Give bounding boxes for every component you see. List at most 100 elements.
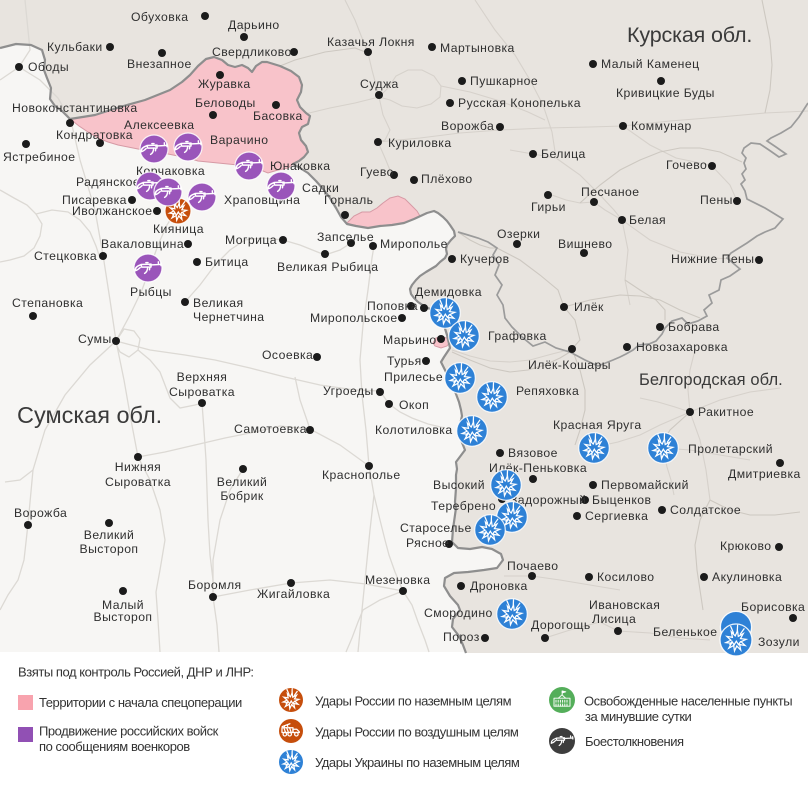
svg-text:Ворожба: Ворожба bbox=[441, 119, 494, 133]
svg-text:Гуево: Гуево bbox=[360, 165, 394, 179]
svg-text:Пены: Пены bbox=[700, 193, 733, 207]
svg-text:Задорожный: Задорожный bbox=[510, 493, 586, 507]
svg-text:Первомайский: Первомайский bbox=[601, 478, 689, 492]
svg-text:Алексеевка: Алексеевка bbox=[124, 118, 195, 132]
svg-text:Красная Яруга: Красная Яруга bbox=[553, 418, 642, 432]
svg-text:Радянское: Радянское bbox=[76, 175, 140, 189]
svg-text:Сыроватка: Сыроватка bbox=[105, 475, 171, 489]
svg-text:Бобрик: Бобрик bbox=[220, 489, 264, 503]
svg-text:Сергиевка: Сергиевка bbox=[585, 509, 648, 523]
svg-text:Сумская обл.: Сумская обл. bbox=[17, 402, 162, 428]
svg-text:Дроновка: Дроновка bbox=[470, 579, 528, 593]
svg-text:Акулиновка: Акулиновка bbox=[712, 570, 782, 584]
svg-text:Удары России по воздушным целя: Удары России по воздушным целям bbox=[315, 725, 519, 740]
svg-text:Гочево: Гочево bbox=[666, 158, 707, 172]
svg-text:Плёхово: Плёхово bbox=[421, 172, 473, 186]
svg-text:Теребрено: Теребрено bbox=[431, 499, 496, 513]
svg-text:Новозахаровка: Новозахаровка bbox=[636, 340, 728, 354]
svg-text:Рясное: Рясное bbox=[406, 536, 449, 550]
svg-text:Коммунар: Коммунар bbox=[631, 119, 692, 133]
svg-text:Песчаное: Песчаное bbox=[581, 185, 640, 199]
svg-text:Белица: Белица bbox=[541, 147, 586, 161]
svg-text:Кривицкие Буды: Кривицкие Буды bbox=[616, 86, 715, 100]
svg-text:Смородино: Смородино bbox=[424, 606, 493, 620]
svg-text:Крюково: Крюково bbox=[720, 539, 772, 553]
svg-text:Свердликово: Свердликово bbox=[212, 45, 292, 59]
svg-text:Краснополье: Краснополье bbox=[322, 468, 401, 482]
svg-text:Мезеновка: Мезеновка bbox=[365, 573, 430, 587]
svg-text:Писаревка: Писаревка bbox=[62, 193, 127, 207]
svg-text:Великий: Великий bbox=[217, 475, 268, 489]
svg-text:Сумы: Сумы bbox=[78, 332, 112, 346]
svg-text:Территории с начала спецоперац: Территории с начала спецоперации bbox=[39, 695, 242, 710]
svg-text:Казачья Локня: Казачья Локня bbox=[327, 35, 415, 49]
svg-text:Графовка: Графовка bbox=[488, 329, 547, 343]
svg-text:Обуховка: Обуховка bbox=[131, 10, 188, 24]
svg-text:Садки: Садки bbox=[302, 181, 339, 195]
svg-text:Нижние Пены: Нижние Пены bbox=[671, 252, 754, 266]
svg-text:Колотиловка: Колотиловка bbox=[375, 423, 453, 437]
svg-text:Малый Каменец: Малый Каменец bbox=[601, 57, 700, 71]
svg-text:Староселье: Староселье bbox=[400, 521, 472, 535]
svg-text:Белгородская обл.: Белгородская обл. bbox=[639, 371, 783, 389]
svg-text:Кияница: Кияница bbox=[153, 222, 204, 236]
svg-text:Варачино: Варачино bbox=[210, 133, 268, 147]
svg-text:Зозули: Зозули bbox=[758, 635, 800, 649]
svg-text:Боестолкновения: Боестолкновения bbox=[585, 734, 684, 749]
svg-text:Иволжанское: Иволжанское bbox=[72, 204, 152, 218]
svg-text:Поповка: Поповка bbox=[367, 299, 418, 313]
svg-text:Быценков: Быценков bbox=[592, 493, 651, 507]
svg-text:Илёк: Илёк bbox=[574, 300, 604, 314]
svg-text:Солдатское: Солдатское bbox=[670, 503, 741, 517]
svg-text:Сыроватка: Сыроватка bbox=[169, 385, 235, 399]
svg-text:Мартыновка: Мартыновка bbox=[440, 41, 515, 55]
svg-text:Басовка: Басовка bbox=[253, 109, 303, 123]
svg-text:Угроеды: Угроеды bbox=[323, 384, 374, 398]
svg-text:по сообщениям военкоров: по сообщениям военкоров bbox=[39, 739, 190, 754]
svg-text:Стецковка: Стецковка bbox=[34, 249, 97, 263]
svg-text:Осоевка: Осоевка bbox=[262, 348, 313, 362]
svg-text:Вакаловщина: Вакаловщина bbox=[101, 237, 184, 251]
svg-text:Вязовое: Вязовое bbox=[508, 446, 558, 460]
svg-text:Степановка: Степановка bbox=[12, 296, 83, 310]
svg-text:Дорогощь: Дорогощь bbox=[531, 618, 591, 632]
svg-text:Пороз: Пороз bbox=[443, 630, 480, 644]
svg-text:Миропольское: Миропольское bbox=[310, 311, 398, 325]
svg-text:Ивановская: Ивановская bbox=[589, 598, 660, 612]
svg-text:Рыбцы: Рыбцы bbox=[130, 285, 172, 299]
svg-text:Новоконстантиновка: Новоконстантиновка bbox=[12, 101, 138, 115]
svg-text:Кучеров: Кучеров bbox=[460, 252, 510, 266]
svg-text:Репяховка: Репяховка bbox=[516, 384, 579, 398]
svg-text:Жигайловка: Жигайловка bbox=[257, 587, 330, 601]
svg-text:Озерки: Озерки bbox=[497, 227, 540, 241]
svg-text:Мирополье: Мирополье bbox=[380, 237, 448, 251]
svg-text:Бобрава: Бобрава bbox=[668, 320, 720, 334]
svg-text:Великая Рыбица: Великая Рыбица bbox=[277, 260, 379, 274]
svg-text:Выстороп: Выстороп bbox=[94, 610, 153, 624]
svg-text:Боромля: Боромля bbox=[188, 578, 242, 592]
svg-text:Продвижение российских войск: Продвижение российских войск bbox=[39, 724, 219, 739]
svg-text:Малый: Малый bbox=[102, 598, 144, 612]
svg-text:Борисовка: Борисовка bbox=[741, 600, 805, 614]
svg-text:Взяты под контроль Россией, ДН: Взяты под контроль Россией, ДНР и ЛНР: bbox=[18, 665, 254, 680]
svg-text:Ободы: Ободы bbox=[28, 60, 69, 74]
svg-text:Марьино: Марьино bbox=[383, 333, 437, 347]
svg-text:Курская обл.: Курская обл. bbox=[627, 23, 752, 47]
svg-text:Суджа: Суджа bbox=[360, 77, 399, 91]
svg-text:Окоп: Окоп bbox=[399, 398, 429, 412]
svg-text:Пролетарский: Пролетарский bbox=[688, 442, 773, 456]
svg-text:Демидовка: Демидовка bbox=[415, 285, 482, 299]
svg-text:Кульбаки: Кульбаки bbox=[47, 40, 103, 54]
svg-text:Белая: Белая bbox=[629, 213, 666, 227]
svg-text:Горналь: Горналь bbox=[324, 193, 373, 207]
svg-text:Дарьино: Дарьино bbox=[228, 18, 280, 32]
svg-text:Внезапное: Внезапное bbox=[127, 57, 192, 71]
svg-text:Ракитное: Ракитное bbox=[698, 405, 754, 419]
svg-text:за минувшие сутки: за минувшие сутки bbox=[585, 709, 692, 724]
svg-text:Нижняя: Нижняя bbox=[115, 460, 161, 474]
svg-text:Журавка: Журавка bbox=[198, 77, 251, 91]
svg-text:Гирьи: Гирьи bbox=[531, 200, 566, 214]
svg-text:Удары России по наземным целям: Удары России по наземным целям bbox=[315, 694, 512, 709]
svg-text:Илёк-Кошары: Илёк-Кошары bbox=[528, 358, 611, 372]
svg-text:Беленькое: Беленькое bbox=[653, 625, 717, 639]
